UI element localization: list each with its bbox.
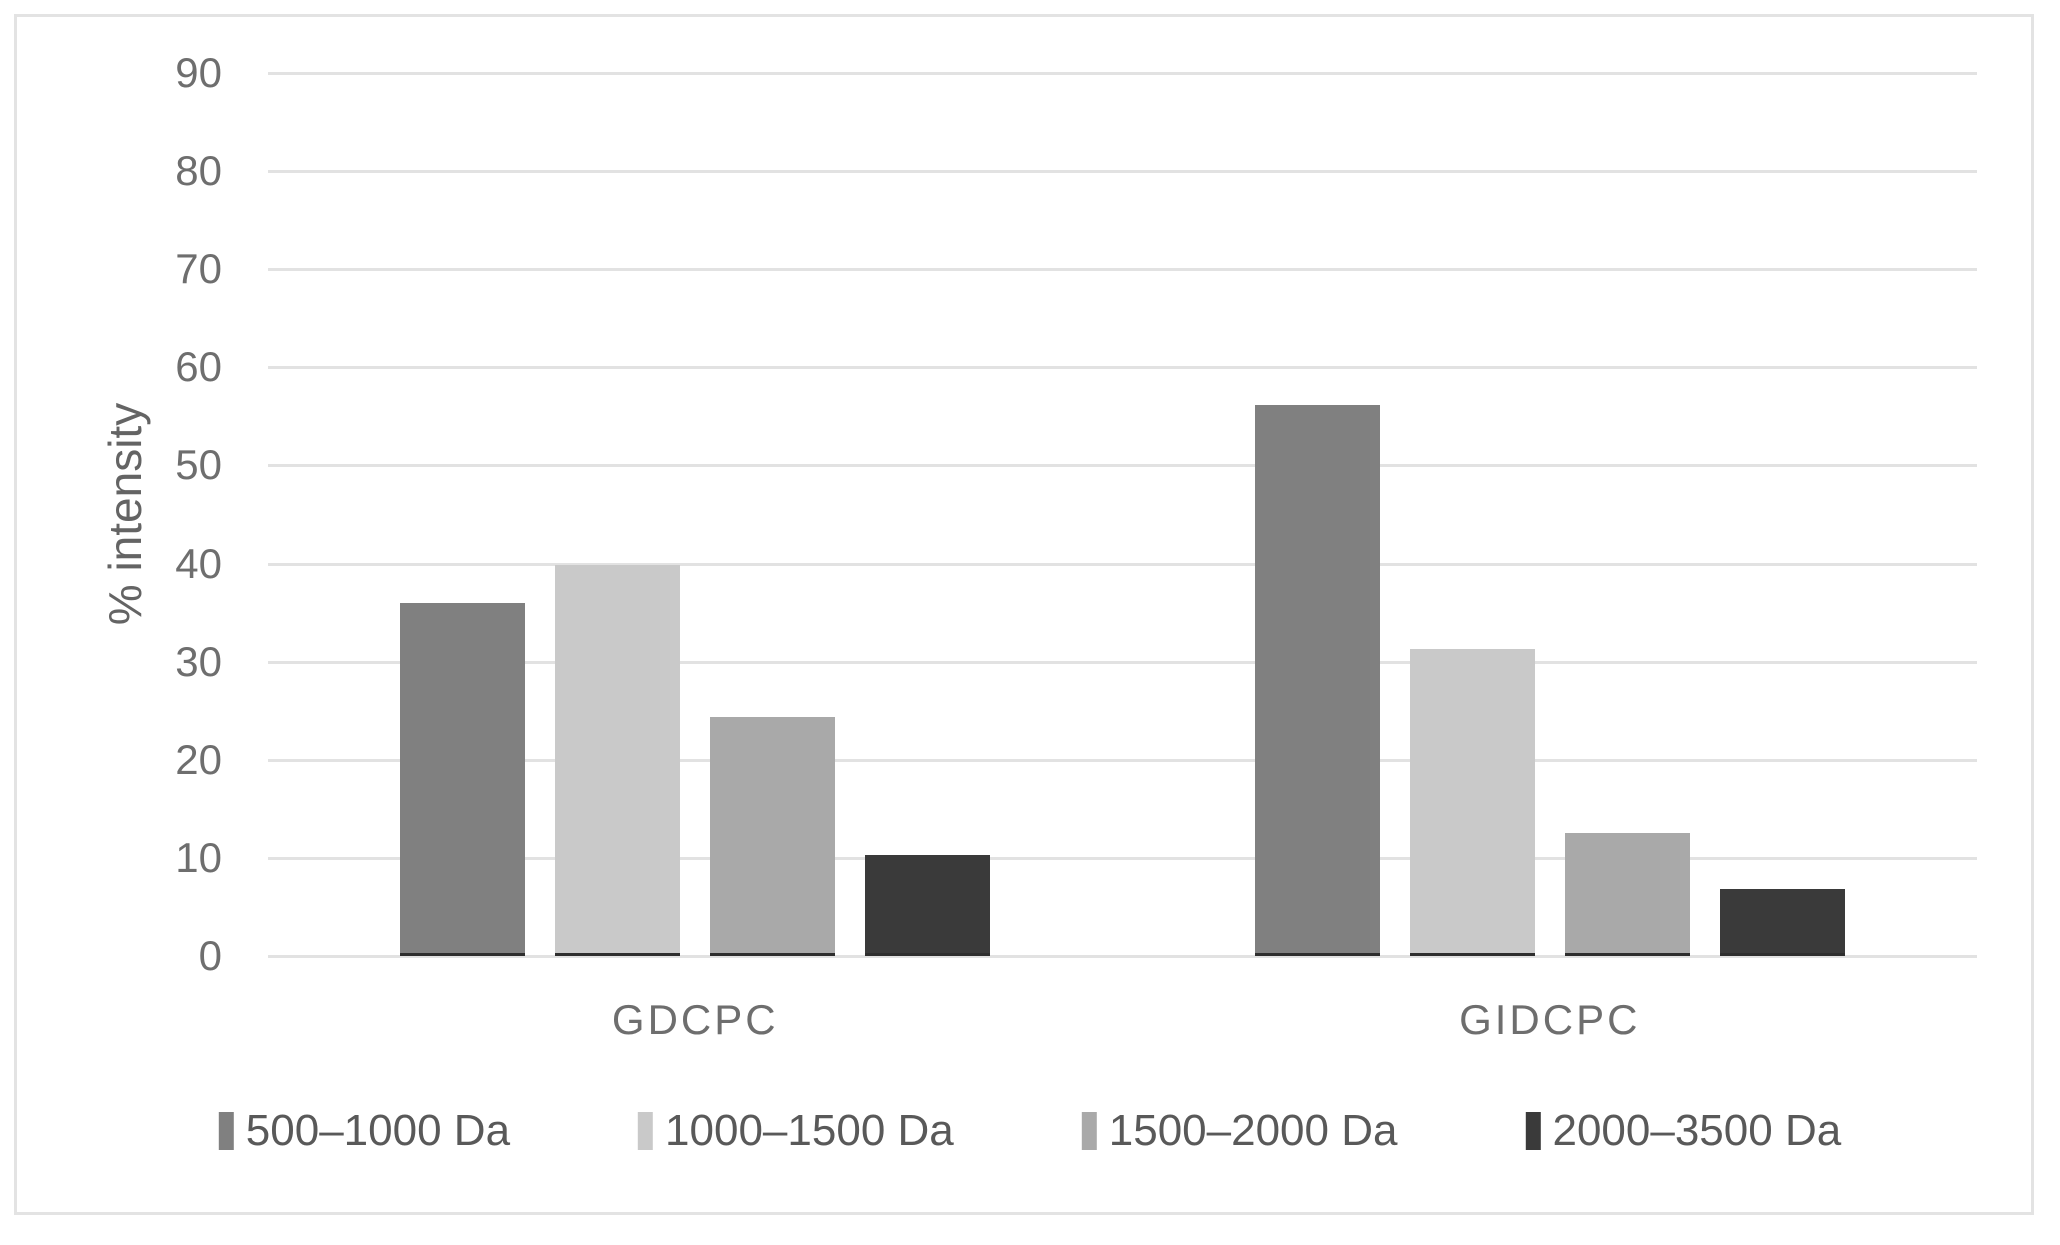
bar-GIDCPC-2000–3500 Da [1720,889,1845,956]
gridline-y-70 [268,268,1977,272]
legend-swatch-icon [1081,1112,1097,1150]
legend-label: 1500–2000 Da [1108,1106,1398,1155]
y-tick-label-60: 60 [175,343,222,391]
y-tick-label-20: 20 [175,735,222,783]
gridline-y-50 [268,464,1977,468]
y-tick-label-0: 0 [198,932,222,979]
legend-label: 2000–3500 Da [1552,1106,1842,1155]
y-tick-label-90: 90 [175,49,222,96]
category-label-GIDCPC: GIDCPC [1459,996,1641,1043]
bar-GIDCPC-1500–2000 Da [1565,833,1690,956]
y-tick-label-30: 30 [175,637,222,685]
chart-frame [14,14,2034,1215]
gridline-y-20 [268,758,1977,762]
bar-GIDCPC-500–1000 Da [1255,405,1380,956]
y-tick-label-70: 70 [175,245,222,293]
gridline-y-30 [268,660,1977,664]
bar-GIDCPC-1000–1500 Da [1410,649,1535,956]
bar-GDCPC-2000–3500 Da [865,855,990,956]
gridline-y-60 [268,366,1977,370]
legend-swatch-icon [1525,1112,1541,1150]
legend: 500–1000 Da 1000–1500 Da 1500–2000 Da 2000–… [218,1106,1841,1156]
legend-item-2000–3500 Da: 2000–3500 Da [1525,1106,1841,1156]
y-tick-label-10: 10 [175,833,222,881]
y-axis-title: % intensity [99,402,151,626]
legend-label: 1000–1500 Da [665,1106,954,1155]
legend-item-500–1000 Da: 500–1000 Da [218,1106,511,1156]
gridline-y-10 [268,856,1977,860]
gridline-y-40 [268,562,1977,566]
y-tick-label-50: 50 [175,441,222,489]
legend-item-1000–1500 Da: 1000–1500 Da [638,1106,954,1156]
y-tick-label-40: 40 [175,539,222,587]
gridline-y-80 [268,170,1977,174]
bar-GDCPC-500–1000 Da [400,603,525,956]
legend-swatch-icon [218,1112,234,1150]
bar-GDCPC-1500–2000 Da [710,717,835,956]
gridline-y-90 [268,72,1977,75]
legend-swatch-icon [638,1112,654,1150]
category-label-GDCPC: GDCPC [611,996,779,1043]
bar-GDCPC-1000–1500 Da [555,565,680,956]
gridline-y-0 [268,955,1977,958]
y-tick-label-80: 80 [175,147,222,195]
legend-item-1500–2000 Da: 1500–2000 Da [1081,1106,1398,1156]
legend-label: 500–1000 Da [245,1106,511,1155]
